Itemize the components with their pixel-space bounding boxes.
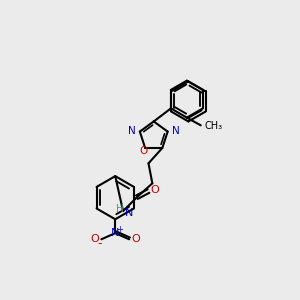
Text: O: O [150,185,159,195]
Text: N: N [128,126,136,136]
Text: N: N [172,126,179,136]
Text: CH₃: CH₃ [205,121,223,131]
Text: -: - [98,237,102,250]
Text: H: H [116,204,124,214]
Text: O: O [91,234,100,244]
Text: +: + [116,225,123,234]
Text: O: O [140,146,148,156]
Text: N: N [124,208,133,218]
Text: N: N [111,228,119,238]
Text: O: O [131,234,140,244]
